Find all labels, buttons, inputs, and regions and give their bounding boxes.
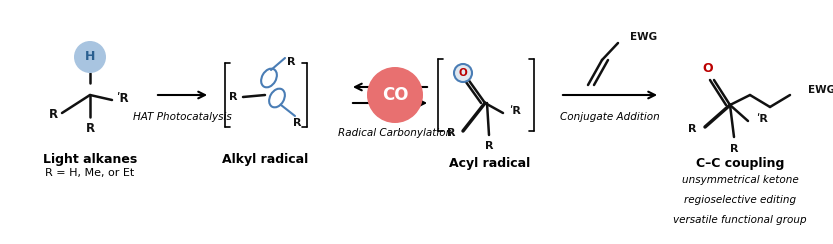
Text: versatile functional group: versatile functional group — [673, 215, 807, 225]
Text: Light alkanes: Light alkanes — [42, 153, 137, 166]
Circle shape — [454, 64, 472, 82]
Text: ʹR: ʹR — [116, 92, 128, 105]
Text: O: O — [703, 62, 713, 75]
Text: EWG: EWG — [630, 32, 657, 42]
Text: R: R — [292, 118, 302, 128]
Text: R: R — [48, 109, 57, 122]
Text: Conjugate Addition: Conjugate Addition — [560, 112, 660, 122]
Text: Alkyl radical: Alkyl radical — [222, 153, 308, 166]
Text: R: R — [86, 122, 95, 134]
Text: R: R — [446, 128, 456, 138]
Text: EWG: EWG — [808, 85, 833, 95]
Circle shape — [74, 41, 106, 73]
Circle shape — [367, 67, 423, 123]
Text: R: R — [229, 92, 237, 102]
Text: R: R — [688, 124, 696, 134]
Text: ʹR: ʹR — [756, 114, 768, 124]
Text: Radical Carbonylation: Radical Carbonylation — [338, 128, 452, 138]
Text: O: O — [459, 68, 467, 78]
Text: R: R — [730, 144, 738, 154]
Text: H: H — [85, 51, 95, 63]
Text: regioselective editing: regioselective editing — [684, 195, 796, 205]
Text: CO: CO — [382, 86, 408, 104]
Text: HAT Photocatalysis: HAT Photocatalysis — [133, 112, 232, 122]
Text: Acyl radical: Acyl radical — [449, 156, 531, 170]
Text: unsymmetrical ketone: unsymmetrical ketone — [681, 175, 798, 185]
Text: R: R — [485, 141, 493, 151]
Text: C–C coupling: C–C coupling — [696, 156, 784, 170]
Text: ʹR: ʹR — [509, 106, 521, 116]
Text: R: R — [287, 57, 295, 67]
Text: R = H, Me, or Et: R = H, Me, or Et — [45, 168, 135, 178]
